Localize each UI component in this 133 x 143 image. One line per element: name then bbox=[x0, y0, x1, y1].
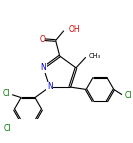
Text: O: O bbox=[39, 35, 45, 44]
Text: CH₃: CH₃ bbox=[89, 53, 101, 59]
Text: Cl: Cl bbox=[125, 91, 132, 100]
Text: N: N bbox=[41, 63, 46, 72]
Text: N: N bbox=[47, 83, 53, 92]
Text: Cl: Cl bbox=[4, 124, 11, 133]
Text: Cl: Cl bbox=[2, 89, 10, 98]
Text: OH: OH bbox=[68, 25, 80, 34]
